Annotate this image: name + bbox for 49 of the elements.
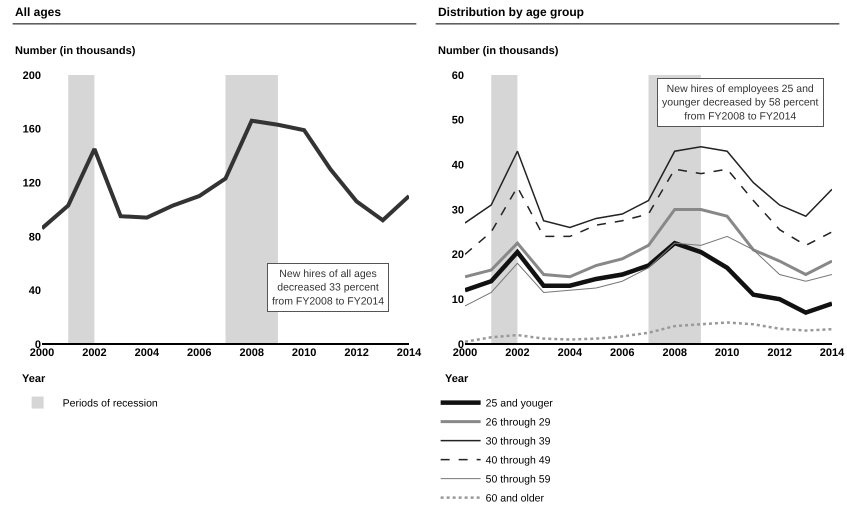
x-axis-title: Year [445, 373, 469, 385]
line-series [465, 236, 832, 306]
x-tick-label: 2012 [767, 347, 792, 359]
x-tick-label: 2012 [344, 347, 369, 359]
x-tick-label: 2010 [292, 347, 316, 359]
legend-label: 50 through 59 [486, 474, 551, 486]
line-series [42, 118, 409, 230]
x-tick-label: 2008 [239, 347, 264, 359]
x-tick-label: 2006 [610, 347, 635, 359]
x-tick-label: 2006 [187, 347, 212, 359]
y-tick-label: 40 [28, 285, 41, 298]
x-tick-label: 2004 [558, 347, 583, 359]
legend-label: 25 and youger [486, 398, 554, 410]
line-series [465, 146, 832, 228]
y-tick-label: 200 [22, 70, 41, 82]
line-series [465, 168, 832, 256]
y-tick-label: 40 [452, 160, 464, 172]
legend-label: Periods of recession [62, 398, 158, 410]
y-axis-title: Number (in thousands) [438, 45, 559, 57]
x-tick-label: 2000 [452, 347, 478, 359]
x-tick-label: 2008 [662, 347, 687, 359]
x-tick-label: 2002 [505, 347, 530, 359]
legend-label: 26 through 29 [486, 416, 551, 429]
line-series [465, 208, 832, 278]
line-series [465, 321, 832, 344]
chart-title: Distribution by age group [438, 5, 584, 19]
y-tick-label: 50 [452, 114, 464, 127]
y-tick-label: 30 [452, 204, 464, 216]
legend-label: 30 through 39 [486, 436, 551, 448]
y-tick-label: 10 [452, 294, 464, 306]
x-tick-label: 2004 [134, 347, 160, 359]
line-series [465, 240, 832, 315]
y-tick-label: 80 [28, 231, 41, 244]
legend-label: 40 through 49 [486, 454, 551, 467]
x-tick-label: 2002 [82, 347, 107, 359]
x-tick-label: 2000 [30, 347, 54, 359]
x-tick-label: 2010 [714, 347, 740, 359]
y-tick-label: 60 [452, 70, 464, 82]
x-tick-label: 2014 [820, 347, 846, 359]
x-axis-title: Year [22, 373, 46, 385]
legend-label: 60 and older [486, 492, 545, 505]
y-tick-label: 160 [22, 124, 41, 136]
y-tick-label: 120 [22, 177, 41, 190]
chart-title: All ages [15, 5, 62, 19]
annotation: New hires of all ages decreased 33 percent from FY2008 to FY2014 [272, 268, 384, 308]
x-tick-label: 2014 [396, 347, 422, 359]
y-tick-label: 20 [452, 249, 464, 262]
y-axis-title: Number (in thousands) [15, 45, 136, 57]
annotation: New hires of employees 25 and younger decreased by 58 percent from FY2008 to FY2014 [662, 83, 819, 122]
